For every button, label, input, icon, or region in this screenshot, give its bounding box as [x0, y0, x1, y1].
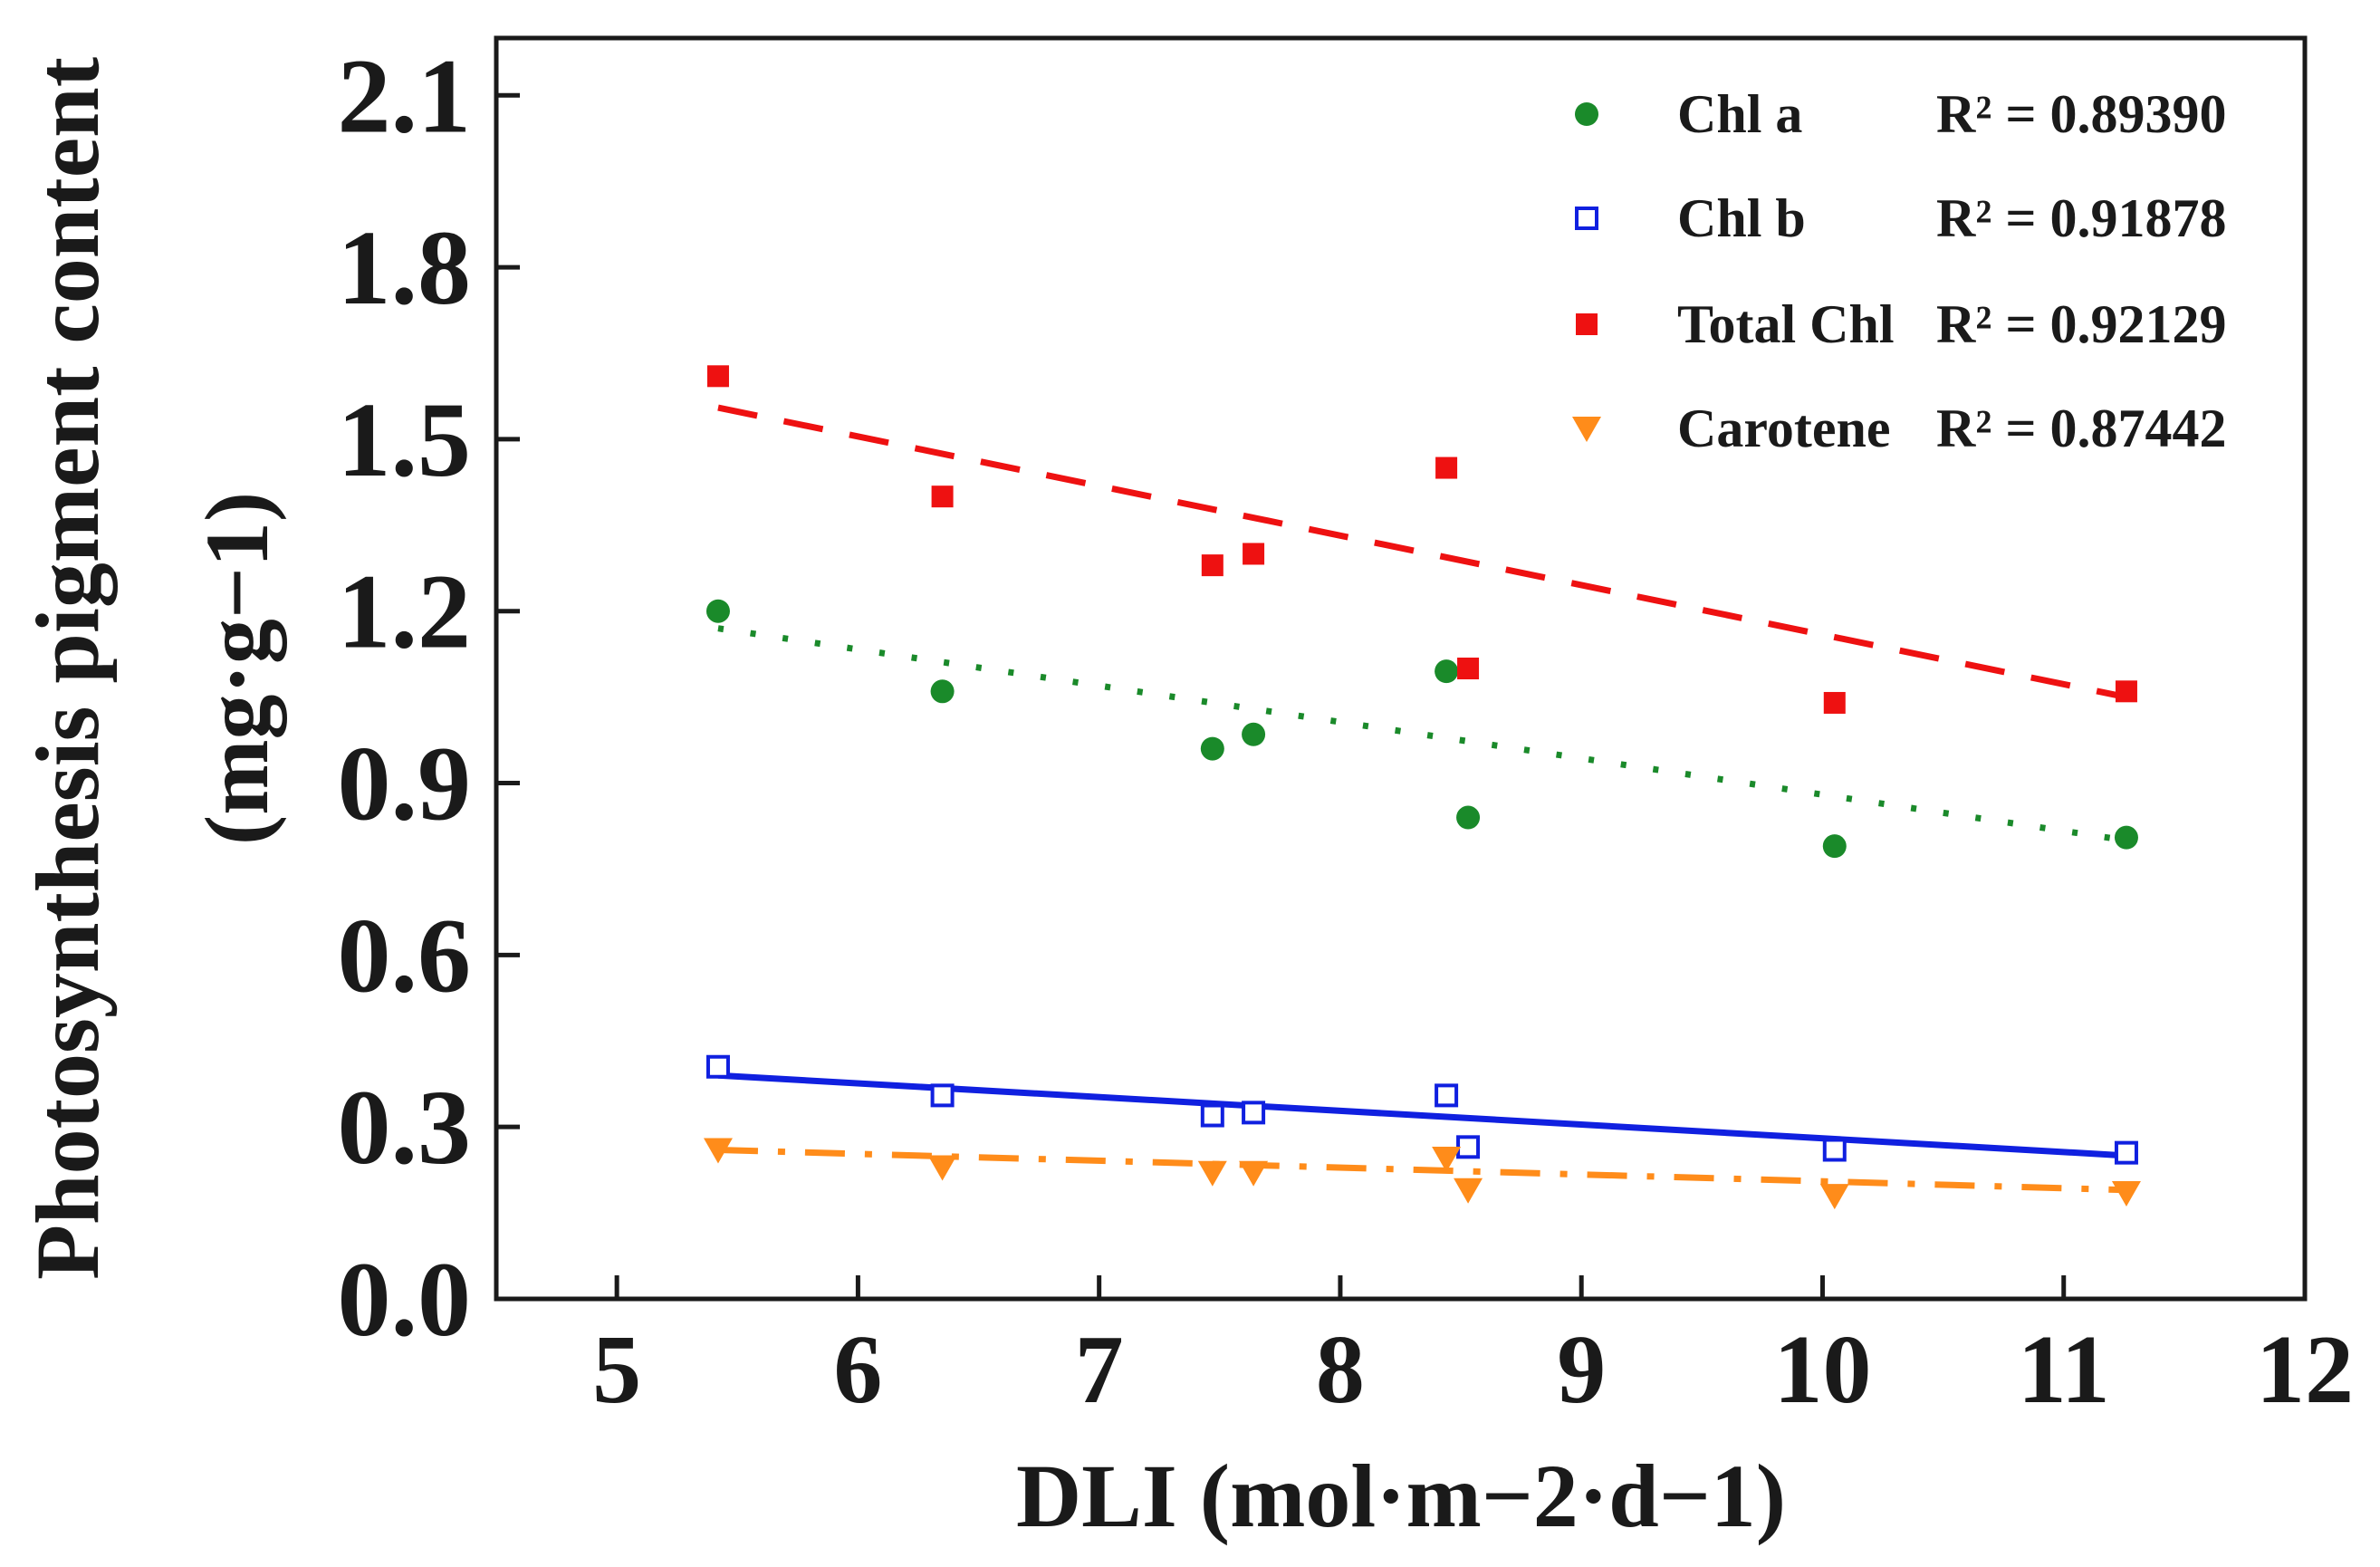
point-carotene: [927, 1155, 957, 1181]
y-tick-label: 0.0: [338, 1240, 472, 1359]
point-total-chl: [1435, 457, 1458, 479]
point-carotene: [1819, 1184, 1849, 1210]
y-axis-label-line2: (mg·g−1): [187, 492, 287, 845]
point-total-chl: [2115, 680, 2137, 703]
y-tick-label: 1.8: [338, 208, 472, 327]
point-carotene: [1239, 1160, 1269, 1187]
legend-marker-chl-b: [1575, 207, 1598, 230]
y-tick-label: 0.6: [338, 896, 472, 1014]
point-chl-b: [2114, 1140, 2138, 1165]
plot-frame: [494, 35, 2308, 1302]
point-chl-a: [1242, 722, 1266, 746]
x-tick-label: 7: [1075, 1316, 1124, 1424]
x-tick-label: 11: [2018, 1316, 2110, 1424]
x-tick-label: 5: [592, 1316, 641, 1424]
legend-item-total-chl: Total Chl R² = 0.92129: [1576, 294, 2227, 354]
point-total-chl: [1201, 554, 1224, 577]
point-chl-b: [1200, 1103, 1224, 1128]
legend-marker-total-chl: [1576, 313, 1598, 335]
legend-label: Chl a: [1677, 84, 1802, 144]
axes: [494, 35, 2308, 1302]
point-chl-b: [705, 1054, 730, 1079]
y-tick-label: 0.3: [338, 1068, 472, 1187]
legend-r2: R² = 0.87442: [1936, 399, 2227, 458]
point-carotene: [1454, 1178, 1483, 1204]
y-tick-label: 1.2: [338, 553, 472, 671]
y-tick-label: 2.1: [338, 36, 472, 155]
point-chl-a: [1200, 736, 1224, 761]
x-tick-label: 9: [1557, 1316, 1606, 1424]
y-tick-labels: 0.0 0.3 0.6 0.9 1.2 1.5 1.8 2.1: [338, 36, 472, 1359]
point-carotene: [1197, 1160, 1227, 1187]
point-chl-a: [1456, 805, 1481, 830]
trend-line-total-chl: [717, 404, 2127, 701]
point-chl-b: [1456, 1135, 1481, 1159]
point-chl-a: [930, 679, 955, 704]
point-total-chl: [706, 365, 729, 388]
legend-item-carotene: Carotene R² = 0.87442: [1572, 399, 2227, 458]
legend: Chl a R² = 0.89390 Chl b R² = 0.91878 Total …: [1572, 84, 2227, 458]
point-carotene: [2111, 1180, 2141, 1206]
legend-item-chl-a: Chl a R² = 0.89390: [1575, 84, 2227, 144]
y-axis-label-line1: Photosynthesis pigment content: [17, 57, 118, 1280]
x-tick-label: 12: [2256, 1316, 2354, 1424]
trend-lines: [717, 404, 2127, 1194]
x-tick-label: 8: [1316, 1316, 1365, 1424]
point-chl-b: [1822, 1138, 1847, 1162]
point-chl-b: [1242, 1101, 1266, 1125]
point-total-chl: [1457, 658, 1480, 679]
point-chl-b: [1435, 1083, 1459, 1108]
data-points: [703, 365, 2141, 1210]
legend-item-chl-b: Chl b R² = 0.91878: [1575, 188, 2227, 248]
point-chl-b: [930, 1083, 955, 1108]
point-carotene: [703, 1138, 733, 1164]
point-total-chl: [931, 485, 954, 508]
legend-marker-chl-a: [1575, 102, 1598, 126]
y-tick-label: 0.9: [338, 725, 472, 843]
tick-marks: [496, 92, 2308, 1302]
point-chl-a: [1435, 659, 1459, 684]
point-chl-a: [2114, 825, 2138, 850]
x-tick-labels: 5 6 7 8 9 10 11 12: [592, 1316, 2354, 1424]
x-tick-label: 6: [833, 1316, 882, 1424]
trend-line-chl-b: [717, 1072, 2127, 1159]
legend-r2: R² = 0.92129: [1936, 294, 2227, 354]
point-chl-a: [1822, 834, 1847, 859]
x-tick-label: 10: [1773, 1316, 1871, 1424]
legend-label: Chl b: [1677, 188, 1806, 248]
y-tick-label: 1.5: [338, 380, 472, 499]
point-chl-a: [705, 599, 730, 623]
x-axis-label: DLI (mol·m−2·d−1): [1016, 1446, 1786, 1546]
legend-label: Carotene: [1677, 399, 1891, 458]
trend-line-chl-a: [717, 625, 2127, 844]
point-total-chl: [1243, 543, 1265, 565]
point-total-chl: [1823, 691, 1846, 714]
legend-r2: R² = 0.89390: [1936, 84, 2227, 144]
legend-marker-carotene: [1572, 417, 1601, 442]
point-carotene: [1432, 1146, 1462, 1172]
legend-label: Total Chl: [1677, 294, 1895, 354]
legend-r2: R² = 0.91878: [1936, 188, 2227, 248]
